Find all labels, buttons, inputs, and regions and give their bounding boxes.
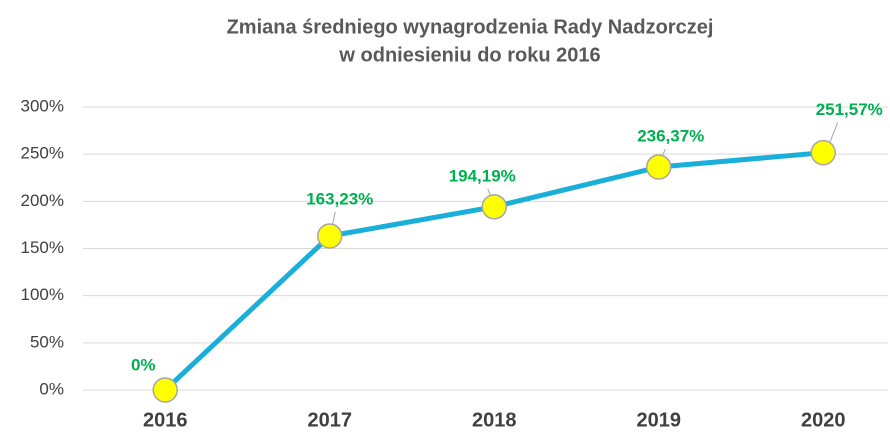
data-label: 251,57%	[816, 100, 883, 119]
y-tick-label: 100%	[21, 285, 64, 304]
data-label: 0%	[131, 355, 156, 374]
leader-line	[829, 122, 839, 143]
marker	[646, 154, 672, 180]
y-tick-label: 200%	[21, 191, 64, 210]
y-tick-label: 50%	[30, 332, 64, 351]
marker	[481, 194, 507, 220]
x-tick-label: 2017	[308, 409, 353, 431]
marker	[317, 223, 343, 249]
x-tick-label: 2019	[637, 409, 682, 431]
y-tick-label: 0%	[39, 379, 64, 398]
x-tick-label: 2016	[143, 409, 188, 431]
data-label: 236,37%	[637, 127, 704, 146]
chart-title: w odniesieniu do roku 2016	[338, 44, 600, 66]
y-tick-label: 250%	[21, 144, 64, 163]
marker	[810, 139, 836, 166]
data-line	[163, 150, 824, 392]
y-tick-label: 300%	[21, 96, 64, 115]
x-tick-label: 2020	[801, 409, 846, 431]
marker	[152, 377, 178, 403]
chart-title: Zmiana średniego wynagrodzenia Rady Nadz…	[227, 16, 714, 38]
x-tick-label: 2018	[472, 409, 517, 431]
data-label: 163,23%	[306, 190, 373, 209]
y-tick-label: 150%	[21, 238, 64, 257]
data-label: 194,19%	[449, 166, 516, 185]
